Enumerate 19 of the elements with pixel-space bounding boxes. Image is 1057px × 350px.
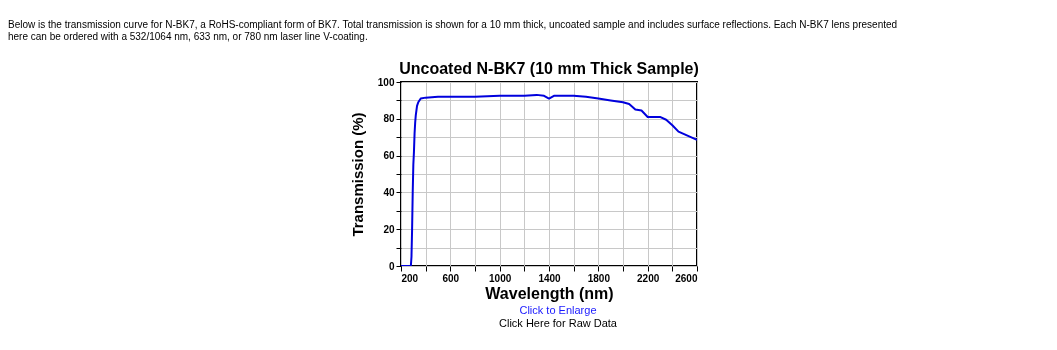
text: Click Here for Raw Data	[499, 317, 618, 329]
y-tick-label: 60	[383, 150, 395, 162]
x-tick-label: 1000	[489, 272, 512, 284]
x-tick-label: 2600	[675, 272, 698, 284]
chart-title: Uncoated N-BK7 (10 mm Thick Sample)	[399, 60, 699, 77]
x-axis-title: Wavelength (nm)	[485, 284, 614, 302]
y-axis-title: Transmission (%)	[348, 112, 366, 237]
x-tick-label: 600	[442, 272, 460, 284]
y-tick-label: 40	[383, 186, 395, 198]
text: Click to Enlarge	[519, 304, 597, 316]
x-tick-label: 1800	[587, 272, 611, 284]
y-tick-label: 100	[377, 76, 395, 88]
y-tick-label: 20	[383, 223, 395, 235]
x-tick-label: 1400	[538, 272, 562, 284]
y-tick-label: 0	[388, 260, 395, 272]
x-tick-label: 2200	[637, 272, 660, 284]
y-tick-label: 80	[383, 113, 395, 125]
x-tick-label: 200	[401, 272, 419, 284]
text: Below is the transmission curve for N-BK7, a RoHS-compliant form of BK7. Total transmission is shown for a 10 mm thick, uncoated sample and includes surface reflections. Each N-BK7 lens presented here can be ordered with a 532/1064 nm, 633 nm, or 780 nm laser line V-coating.	[8, 19, 898, 42]
